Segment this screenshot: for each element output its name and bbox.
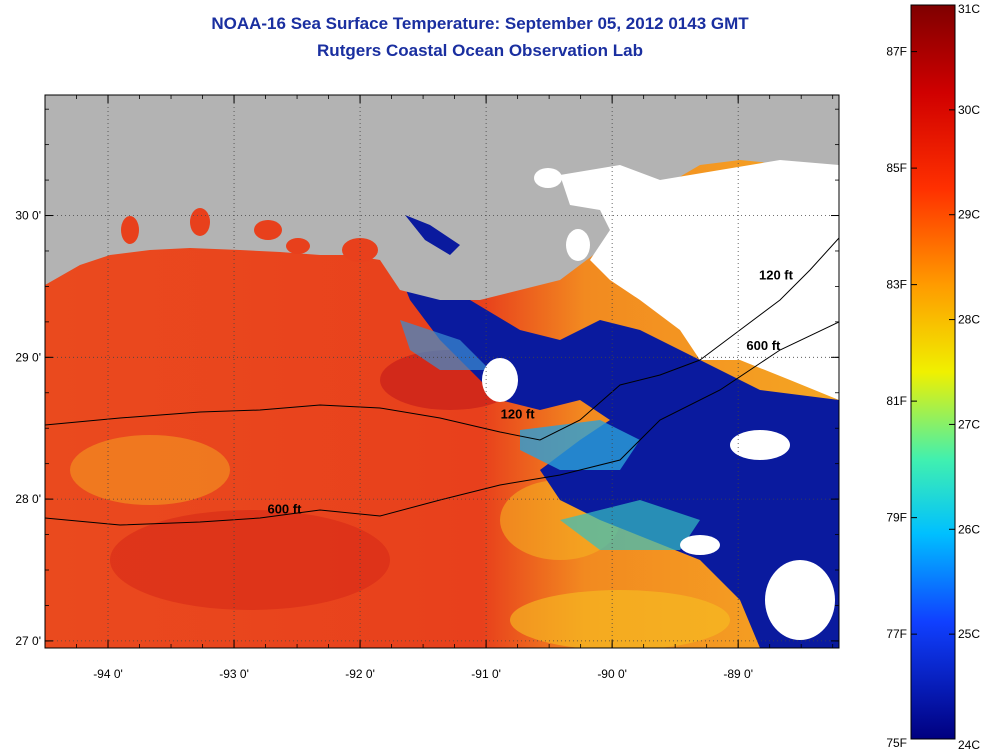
depth-contour-600ft: [45, 321, 839, 526]
cloud-mask: [680, 535, 720, 555]
chart-subtitle: Rutgers Coastal Ocean Observation Lab: [317, 41, 643, 60]
depth-contour-120ft-east: [699, 237, 839, 361]
colorbar-label-fahrenheit: 77F: [886, 627, 907, 641]
land-mass: [45, 95, 839, 300]
transition-water: [520, 420, 640, 470]
graticule: [45, 95, 839, 648]
map-panel: [45, 95, 839, 648]
lat-tick-label: 28 0': [15, 492, 41, 506]
lat-tick-label: 29 0': [15, 350, 41, 364]
colorbar-label-celsius: 25C: [958, 627, 980, 641]
map-frame: [44, 94, 840, 649]
colorbar-label-celsius: 24C: [958, 738, 980, 752]
lon-tick-label: -91 0': [471, 667, 501, 681]
colorbar-label-celsius: 26C: [958, 522, 980, 536]
colorbar-label-celsius: 30C: [958, 103, 980, 117]
lon-tick-label: -94 0': [93, 667, 123, 681]
colorbar-scale: [910, 4, 956, 740]
contour-label: 120 ft: [759, 267, 794, 282]
lat-tick-label: 27 0': [15, 634, 41, 648]
colorbar-label-celsius: 27C: [958, 417, 980, 431]
colorbar-label-fahrenheit: 75F: [886, 736, 907, 750]
cloud-mask: [560, 160, 839, 400]
warm-patch: [70, 435, 230, 505]
lon-tick-label: -90 0': [597, 667, 627, 681]
lon-tick-label: -93 0': [219, 667, 249, 681]
lake: [254, 220, 282, 240]
warm-patch: [110, 510, 390, 610]
colorbar-label-celsius: 29C: [958, 208, 980, 222]
contour-labels: 120 ft 600 ft 120 ft 600 ft: [267, 267, 793, 516]
lat-tick-label: 30 0': [15, 209, 41, 223]
cloud-mask: [534, 168, 562, 188]
lon-tick-label: -89 0': [723, 667, 753, 681]
colorbar-label-fahrenheit: 79F: [886, 511, 907, 525]
transition-water: [560, 500, 700, 550]
axis-ticks: -94 0' -93 0' -92 0' -91 0' -90 0' -89 0' 30 0…: [15, 95, 839, 681]
lake: [405, 215, 460, 255]
cloud-mask: [566, 229, 590, 261]
chart-title: NOAA-16 Sea Surface Temperature: Septemb…: [211, 14, 749, 33]
lake: [286, 238, 310, 254]
colorbar-labels: 31C 30C 29C 28C 27C 26C 25C 24C 87F 85F 83F 81F 79F 7…: [886, 2, 980, 752]
cloud-mask: [765, 560, 835, 640]
lon-tick-label: -92 0': [345, 667, 375, 681]
contour-label: 600 ft: [267, 501, 302, 516]
warm-patch: [510, 590, 730, 648]
lake: [190, 208, 210, 236]
cloud-mask: [730, 430, 790, 460]
lake: [121, 216, 139, 244]
transition-water: [400, 320, 490, 370]
cloud-mask: [482, 358, 518, 402]
colorbar-label-fahrenheit: 87F: [886, 45, 907, 59]
colorbar-label-fahrenheit: 81F: [886, 394, 907, 408]
contour-label: 120 ft: [501, 406, 536, 421]
contour-label: 600 ft: [746, 338, 781, 353]
colorbar-label-celsius: 31C: [958, 2, 980, 16]
colorbar-label-fahrenheit: 85F: [886, 161, 907, 175]
colorbar: 31C 30C 29C 28C 27C 26C 25C 24C 87F 85F 83F 81F 79F 7…: [886, 2, 980, 752]
colorbar-label-celsius: 28C: [958, 313, 980, 327]
depth-contour-120ft: [45, 359, 701, 441]
lake: [342, 238, 378, 262]
colorbar-label-fahrenheit: 83F: [886, 278, 907, 292]
